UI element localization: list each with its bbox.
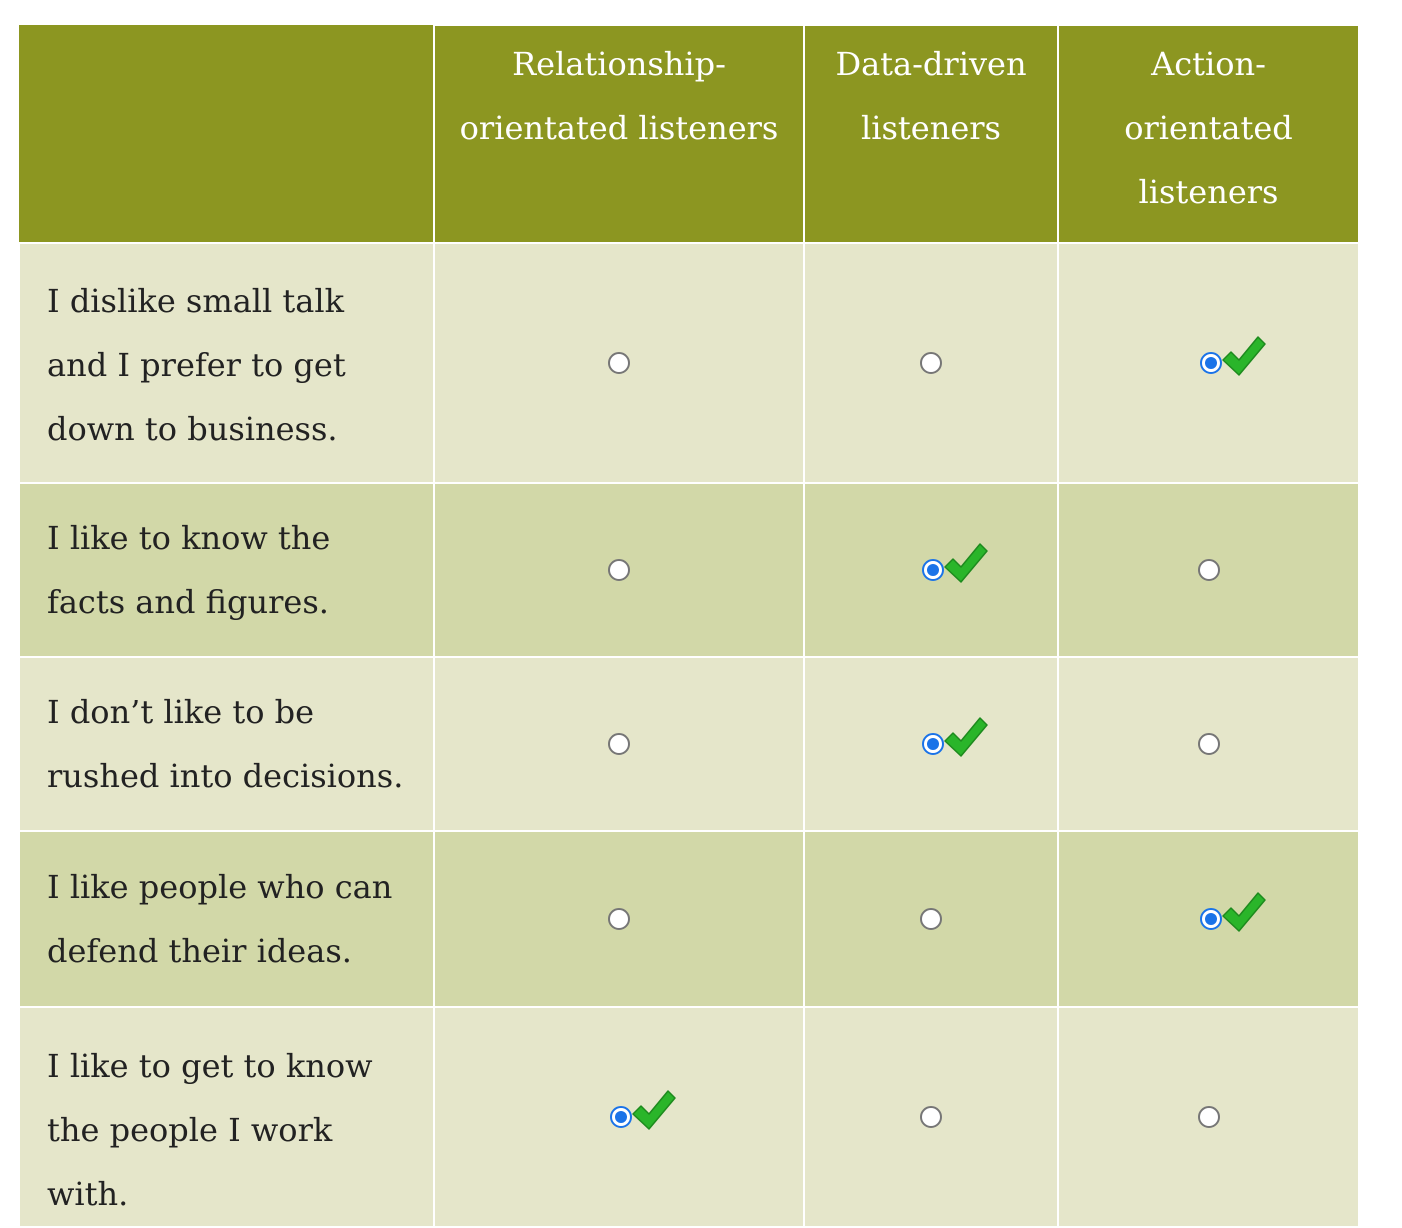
option-cell-action-orientated xyxy=(1057,242,1360,484)
option-cell-data-driven xyxy=(803,1006,1059,1228)
listening-style-quiz-table: Relationship-orientated listeners Data-d… xyxy=(18,24,1360,1228)
radio-option[interactable] xyxy=(920,899,942,939)
radio-button-selected[interactable] xyxy=(610,1106,632,1128)
statement-text: I like to get to know the people I work … xyxy=(47,1047,373,1213)
quiz-row: I like to get to know the people I work … xyxy=(18,1006,1360,1228)
header-text-line: listeners xyxy=(1138,173,1279,211)
header-relationship-orientated: Relationship-orientated listeners xyxy=(433,24,805,244)
radio-option[interactable] xyxy=(608,724,630,764)
option-cell-action-orientated xyxy=(1057,830,1360,1008)
radio-button-selected[interactable] xyxy=(922,733,944,755)
option-cell-relationship-orientated xyxy=(433,656,805,832)
statement-text: I like to know the facts and figures. xyxy=(47,519,331,621)
radio-option[interactable] xyxy=(1197,724,1220,764)
option-cell-relationship-orientated xyxy=(433,242,805,484)
radio-option[interactable] xyxy=(608,899,630,939)
radio-option[interactable] xyxy=(1197,1097,1220,1137)
option-cell-relationship-orientated xyxy=(433,830,805,1008)
radio-button-selected[interactable] xyxy=(1199,352,1222,374)
radio-option[interactable] xyxy=(1197,550,1220,590)
statement-cell: I dislike small talk and I prefer to get… xyxy=(18,242,435,484)
radio-button[interactable] xyxy=(608,733,630,755)
option-cell-action-orientated xyxy=(1057,482,1360,658)
quiz-row: I dislike small talk and I prefer to get… xyxy=(18,242,1360,484)
statement-cell: I don’t like to be rushed into decisions… xyxy=(18,656,435,832)
quiz-row: I don’t like to be rushed into decisions… xyxy=(18,656,1360,832)
radio-option[interactable] xyxy=(608,550,630,590)
option-cell-relationship-orientated xyxy=(433,482,805,658)
header-text-line: Action- xyxy=(1151,45,1266,83)
radio-option[interactable] xyxy=(922,717,988,764)
header-text-line: listeners xyxy=(861,109,1001,147)
radio-option[interactable] xyxy=(1199,892,1266,939)
quiz-row: I like people who can defend their ideas… xyxy=(18,830,1360,1008)
header-corner xyxy=(19,25,435,244)
radio-option[interactable] xyxy=(922,543,988,590)
checkmark-icon xyxy=(630,1087,676,1133)
checkmark-icon xyxy=(942,540,988,586)
radio-button[interactable] xyxy=(1197,1106,1220,1128)
statement-cell: I like to know the facts and figures. xyxy=(18,482,435,658)
radio-option[interactable] xyxy=(920,343,942,383)
checkmark-icon xyxy=(1220,333,1266,379)
statement-text: I like people who can defend their ideas… xyxy=(47,868,393,970)
quiz-container: Relationship-orientated listeners Data-d… xyxy=(18,24,1360,1228)
option-cell-data-driven xyxy=(803,242,1059,484)
statement-text: I dislike small talk and I prefer to get… xyxy=(47,282,346,448)
option-cell-action-orientated xyxy=(1057,656,1360,832)
radio-button[interactable] xyxy=(920,1106,942,1128)
radio-button[interactable] xyxy=(608,352,630,374)
radio-button[interactable] xyxy=(608,559,630,581)
radio-button-selected[interactable] xyxy=(922,559,944,581)
option-cell-data-driven xyxy=(803,656,1059,832)
option-cell-action-orientated xyxy=(1057,1006,1360,1228)
header-data-driven: Data-driven listeners xyxy=(803,24,1059,244)
statement-cell: I like people who can defend their ideas… xyxy=(18,830,435,1008)
statement-text: I don’t like to be rushed into decisions… xyxy=(47,693,404,795)
radio-button-selected[interactable] xyxy=(1199,908,1222,930)
radio-option[interactable] xyxy=(920,1097,942,1137)
radio-button[interactable] xyxy=(920,352,942,374)
option-cell-data-driven xyxy=(803,482,1059,658)
header-text-line: Data-driven xyxy=(835,45,1027,83)
statement-cell: I like to get to know the people I work … xyxy=(18,1006,435,1228)
header-text-line: orientated listeners xyxy=(459,109,779,147)
header-action-orientated: Action-orientated listeners xyxy=(1057,24,1360,244)
option-cell-data-driven xyxy=(803,830,1059,1008)
radio-button[interactable] xyxy=(608,908,630,930)
checkmark-icon xyxy=(1220,889,1266,935)
header-row: Relationship-orientated listeners Data-d… xyxy=(19,24,1360,244)
header-text-line: orientated xyxy=(1124,109,1293,147)
radio-option[interactable] xyxy=(608,343,630,383)
quiz-row: I like to know the facts and figures. xyxy=(18,482,1360,658)
radio-option[interactable] xyxy=(610,1090,676,1137)
radio-button[interactable] xyxy=(920,908,942,930)
radio-button[interactable] xyxy=(1197,559,1220,581)
header-text-line: Relationship- xyxy=(512,45,726,83)
radio-button[interactable] xyxy=(1197,733,1220,755)
checkmark-icon xyxy=(942,714,988,760)
option-cell-relationship-orientated xyxy=(433,1006,805,1228)
radio-option[interactable] xyxy=(1199,336,1266,383)
